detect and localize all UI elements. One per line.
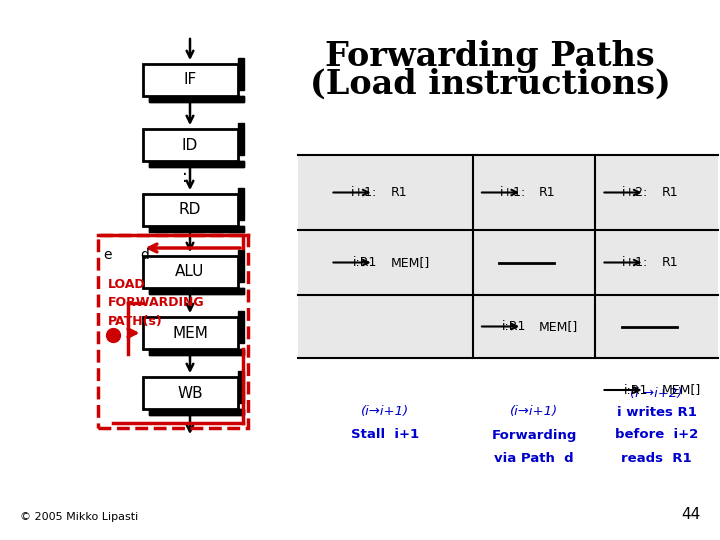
Bar — [143, 64, 238, 96]
Text: Forwarding Paths: Forwarding Paths — [325, 40, 654, 73]
Bar — [148, 96, 243, 102]
Bar — [148, 409, 243, 415]
Text: LOAD: LOAD — [108, 279, 145, 292]
Text: MEM[]: MEM[] — [662, 383, 701, 396]
Bar — [298, 155, 718, 358]
Bar — [148, 161, 243, 167]
Bar — [143, 317, 238, 349]
Text: i+2:: i+2: — [622, 186, 649, 199]
Text: i+1:: i+1: — [500, 186, 526, 199]
Text: R1: R1 — [662, 186, 678, 199]
Bar — [238, 188, 243, 220]
Bar — [148, 409, 243, 415]
Bar — [148, 96, 243, 102]
Text: WB: WB — [177, 386, 203, 401]
Text: IF: IF — [184, 72, 197, 87]
Bar — [143, 129, 238, 161]
Text: via Path  d: via Path d — [494, 451, 574, 464]
Bar — [148, 226, 243, 232]
Text: © 2005 Mikko Lipasti: © 2005 Mikko Lipasti — [20, 512, 138, 522]
Bar — [238, 311, 243, 343]
Bar — [148, 349, 243, 355]
Text: e: e — [104, 248, 112, 262]
Bar — [238, 123, 243, 155]
Text: R1: R1 — [390, 186, 407, 199]
Text: (i→i+1): (i→i+1) — [510, 406, 558, 419]
Text: i:R1: i:R1 — [353, 256, 377, 269]
Text: Forwarding: Forwarding — [491, 429, 577, 442]
Bar — [143, 256, 238, 288]
Text: 44: 44 — [680, 507, 700, 522]
Text: R1: R1 — [662, 256, 678, 269]
Text: FORWARDING: FORWARDING — [108, 296, 204, 309]
Text: R1: R1 — [539, 186, 556, 199]
Text: d: d — [140, 248, 150, 262]
Bar — [148, 288, 243, 294]
Bar — [238, 371, 243, 403]
Text: (Load instructions): (Load instructions) — [310, 68, 670, 101]
Text: MEM: MEM — [172, 326, 208, 341]
Text: i writes R1: i writes R1 — [616, 406, 696, 419]
Bar — [238, 58, 243, 90]
Text: ALU: ALU — [175, 265, 204, 280]
Text: before  i+2: before i+2 — [615, 429, 698, 442]
Bar — [148, 161, 243, 167]
Text: (i→i+1): (i→i+1) — [361, 406, 410, 419]
Text: :: : — [182, 168, 188, 186]
Bar — [148, 349, 243, 355]
Text: i:R1: i:R1 — [502, 320, 526, 333]
Bar — [143, 194, 238, 226]
Text: i:R1: i:R1 — [624, 383, 649, 396]
Text: (i →i+2): (i →i+2) — [630, 388, 683, 401]
Bar — [143, 377, 238, 409]
Bar — [148, 288, 243, 294]
Text: Stall  i+1: Stall i+1 — [351, 429, 420, 442]
Text: i+1:: i+1: — [622, 256, 649, 269]
Bar — [148, 226, 243, 232]
Text: PATH(s): PATH(s) — [108, 314, 163, 327]
Text: RD: RD — [179, 202, 201, 218]
Bar — [238, 250, 243, 282]
Text: MEM[]: MEM[] — [539, 320, 578, 333]
Text: reads  R1: reads R1 — [621, 451, 692, 464]
Text: ID: ID — [182, 138, 198, 152]
Bar — [98, 235, 248, 428]
Text: MEM[]: MEM[] — [390, 256, 430, 269]
Text: i+1:: i+1: — [351, 186, 377, 199]
